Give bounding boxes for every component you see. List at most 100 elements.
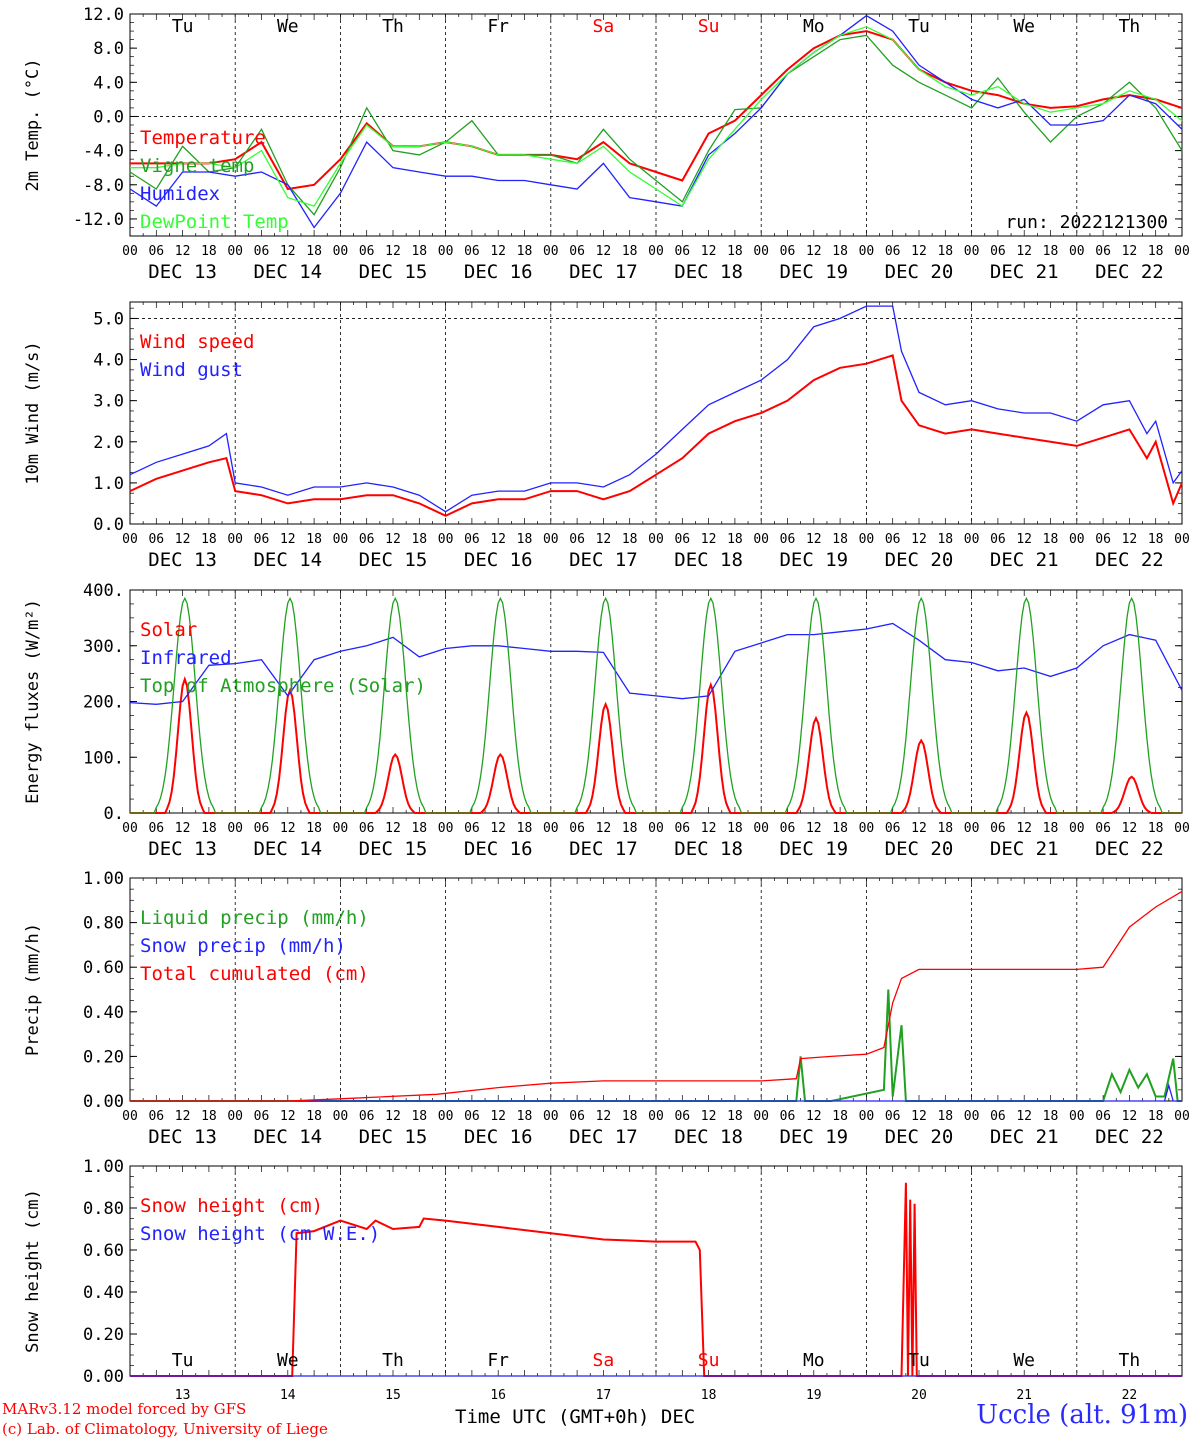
hour-tick-label: 00 (964, 244, 980, 259)
weekday-label: Th (382, 1350, 404, 1371)
weekday-label: We (277, 16, 299, 37)
weekday-label: Tu (908, 16, 930, 37)
hour-tick-label: 00 (543, 1109, 559, 1124)
hour-tick-label: 12 (1122, 821, 1138, 836)
hour-tick-label: 18 (517, 821, 533, 836)
y-tick-label: 5.0 (93, 309, 124, 329)
hour-tick-label: 00 (227, 821, 243, 836)
hour-tick-label: 00 (964, 821, 980, 836)
y-axis-label: Energy fluxes (W/m²) (23, 599, 43, 804)
hour-tick-label: 18 (517, 244, 533, 259)
hour-tick-label: 06 (359, 244, 375, 259)
hour-tick-label: 06 (780, 821, 796, 836)
series-line-vigne-temp (129, 34, 1183, 216)
date-label: DEC 19 (779, 1126, 848, 1148)
y-axis-label: 10m Wind (m/s) (23, 341, 43, 484)
series-line-snow-height-cm (130, 1182, 1182, 1377)
weekday-label: Mo (803, 1350, 825, 1371)
hour-tick-label: 12 (490, 821, 506, 836)
hour-tick-label: 00 (122, 1109, 138, 1124)
hour-tick-label: 06 (148, 532, 164, 547)
weekday-label: Th (1119, 16, 1141, 37)
hour-tick-label: 00 (859, 532, 875, 547)
hour-tick-label: 00 (438, 244, 454, 259)
day-number-label: 17 (596, 1388, 612, 1403)
hour-tick-label: 00 (543, 532, 559, 547)
hour-tick-label: 18 (306, 244, 322, 259)
y-tick-label: 100. (83, 748, 124, 768)
hour-tick-label: 18 (517, 532, 533, 547)
hour-tick-label: 12 (1016, 244, 1032, 259)
y-tick-label: 0.80 (83, 914, 124, 934)
y-tick-label: 0. (104, 804, 124, 824)
hour-tick-label: 18 (1148, 532, 1164, 547)
hour-tick-label: 00 (543, 821, 559, 836)
hour-tick-label: 12 (385, 532, 401, 547)
y-tick-label: 0.40 (83, 1003, 124, 1023)
hour-tick-label: 18 (1043, 1109, 1059, 1124)
hour-tick-label: 18 (622, 1109, 638, 1124)
hour-tick-label: 00 (1069, 244, 1085, 259)
hour-tick-label: 18 (411, 532, 427, 547)
y-tick-label: -4.0 (83, 142, 124, 162)
hour-tick-label: 06 (1095, 244, 1111, 259)
hour-tick-label: 18 (937, 532, 953, 547)
hour-tick-label: 12 (385, 244, 401, 259)
hour-tick-label: 06 (254, 532, 270, 547)
weekday-label: We (1013, 16, 1035, 37)
weekday-label: Mo (803, 16, 825, 37)
hour-tick-label: 06 (1095, 821, 1111, 836)
series-line-total-cumulated-cm (130, 890, 1183, 1102)
y-tick-label: 0.00 (83, 1367, 124, 1387)
lab-credit: (c) Lab. of Climatology, University of L… (2, 1420, 328, 1438)
hour-tick-label: 12 (596, 1109, 612, 1124)
hour-tick-label: 00 (227, 1109, 243, 1124)
hour-tick-label: 06 (569, 1109, 585, 1124)
legend-entry: Wind speed (140, 331, 254, 353)
date-label: DEC 16 (464, 838, 533, 860)
hour-tick-label: 18 (411, 244, 427, 259)
y-tick-label: 12.0 (83, 5, 124, 25)
date-label: DEC 22 (1095, 838, 1164, 860)
date-label: DEC 13 (148, 838, 217, 860)
hour-tick-label: 06 (1095, 1109, 1111, 1124)
hour-tick-label: 18 (1148, 821, 1164, 836)
hour-tick-label: 06 (569, 532, 585, 547)
day-number-label: 18 (701, 1388, 717, 1403)
y-axis-label: Precip (mm/h) (23, 923, 43, 1056)
hour-tick-label: 12 (596, 244, 612, 259)
date-label: DEC 18 (674, 838, 743, 860)
date-label: DEC 17 (569, 838, 638, 860)
hour-tick-label: 18 (832, 1109, 848, 1124)
hour-tick-label: 00 (964, 1109, 980, 1124)
hour-tick-label: 18 (937, 244, 953, 259)
hour-tick-label: 12 (280, 821, 296, 836)
date-label: DEC 17 (569, 261, 638, 283)
hour-tick-label: 18 (727, 821, 743, 836)
hour-tick-label: 06 (990, 1109, 1006, 1124)
hour-tick-label: 06 (464, 1109, 480, 1124)
hour-tick-label: 00 (543, 244, 559, 259)
y-tick-label: -8.0 (83, 176, 124, 196)
hour-tick-label: 00 (227, 244, 243, 259)
date-label: DEC 21 (990, 1126, 1059, 1148)
hour-tick-label: 00 (333, 244, 349, 259)
y-tick-label: 0.60 (83, 958, 124, 978)
weekday-label: Tu (172, 16, 194, 37)
hour-tick-label: 12 (806, 244, 822, 259)
hour-tick-label: 12 (1122, 244, 1138, 259)
hour-tick-label: 12 (1122, 532, 1138, 547)
hour-tick-label: 06 (990, 244, 1006, 259)
hour-tick-label: 18 (937, 1109, 953, 1124)
hour-tick-label: 06 (148, 821, 164, 836)
date-label: DEC 15 (359, 261, 428, 283)
hour-tick-label: 00 (648, 244, 664, 259)
hour-tick-label: 00 (1069, 1109, 1085, 1124)
hour-tick-label: 12 (490, 532, 506, 547)
hour-tick-label: 12 (1016, 1109, 1032, 1124)
hour-tick-label: 00 (227, 532, 243, 547)
date-label: DEC 16 (464, 549, 533, 571)
hour-tick-label: 12 (701, 244, 717, 259)
y-axis-label: Snow height (cm) (23, 1189, 43, 1353)
weekday-label: Su (698, 1350, 720, 1371)
